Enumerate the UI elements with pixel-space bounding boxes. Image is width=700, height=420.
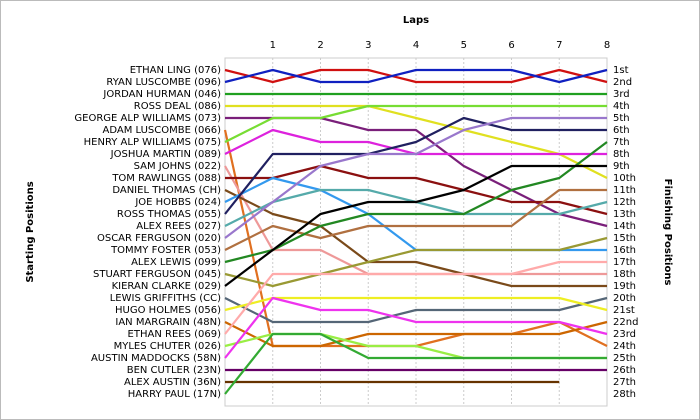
finish-label: 14th — [613, 221, 636, 232]
finish-label: 16th — [613, 245, 636, 256]
finish-label: 22nd — [613, 317, 638, 328]
series-label: HARRY PAUL (17N) — [128, 389, 221, 400]
series-line — [224, 296, 608, 324]
series-label: IAN MARGRAIN (48N) — [115, 317, 221, 328]
series-line — [224, 236, 608, 288]
series-label: LEWIS GRIFFITHS (CC) — [110, 293, 221, 304]
series-label: KIERAN CLARKE (029) — [112, 281, 221, 292]
series-line — [224, 188, 607, 251]
series-label: ETHAN LING (076) — [130, 65, 221, 76]
series-line — [224, 296, 608, 312]
series-label: HUGO HOLMES (056) — [115, 305, 221, 316]
finish-label: 7th — [613, 137, 630, 148]
series-label: HENRY ALP WILLIAMS (075) — [84, 137, 221, 148]
grid — [272, 58, 608, 406]
finish-label: 12th — [613, 197, 636, 208]
series-label: ROSS THOMAS (055) — [117, 209, 221, 220]
finish-label: 10th — [613, 173, 636, 184]
chart-title: Laps — [403, 15, 429, 26]
finish-label: 20th — [613, 293, 636, 304]
finish-label: 11th — [613, 185, 636, 196]
series-line — [224, 332, 607, 395]
series-label: ALEX LEWIS (099) — [131, 257, 221, 268]
series-label: SAM JOHNS (022) — [134, 161, 222, 172]
series-label: TOMMY FOSTER (053) — [110, 245, 221, 256]
finish-label: 19th — [613, 281, 636, 292]
labels: 1 2 3 4 5 6 7 81st2nd3rd4th5th6th7th8th9th10th1… — [74, 40, 638, 400]
finish-label: 8th — [613, 149, 630, 160]
series-label: ROSS DEAL (086) — [134, 101, 221, 112]
x-tick-label: 4 — [413, 40, 419, 51]
finish-label: 3rd — [613, 89, 630, 100]
finish-label: 2nd — [613, 77, 632, 88]
series-label: TOM RAWLINGS (088) — [111, 173, 221, 184]
series-label: ALEX AUSTIN (36N) — [124, 377, 221, 388]
finish-label: 15th — [613, 233, 636, 244]
finish-label: 25th — [613, 353, 636, 364]
x-tick-label: 6 — [508, 40, 514, 51]
series-line — [224, 260, 607, 335]
series-line — [225, 104, 608, 179]
finish-label: 28th — [613, 389, 636, 400]
series-label: JOSHUA MARTIN (089) — [110, 149, 221, 160]
series-label: JOE HOBBS (024) — [134, 197, 221, 208]
finish-label: 18th — [613, 269, 636, 280]
finish-label: 21st — [613, 305, 635, 316]
series-label: BEN CUTLER (23N) — [127, 365, 221, 376]
series-label: ALEX REES (027) — [136, 221, 221, 232]
x-tick-label: 1 — [270, 40, 276, 51]
x-tick-label: 5 — [461, 40, 467, 51]
finish-label: 9th — [613, 161, 630, 172]
series-line — [224, 104, 607, 143]
finish-label: 26th — [613, 365, 636, 376]
y2-axis-title: Finishing Positions — [662, 179, 673, 286]
series-label: DANIEL THOMAS (CH) — [112, 185, 221, 196]
finish-label: 1st — [613, 65, 629, 76]
finish-label: 5th — [613, 113, 630, 124]
series-label: ADAM LUSCOMBE (066) — [103, 125, 222, 136]
y-axis-title: Starting Positions — [25, 181, 36, 282]
series-line — [224, 164, 607, 287]
finish-label: 4th — [613, 101, 630, 112]
finish-label: 24th — [613, 341, 636, 352]
series-label: STUART FERGUSON (045) — [93, 269, 221, 280]
series-line — [224, 68, 608, 84]
series-line — [224, 116, 607, 215]
series-line — [224, 189, 607, 288]
series-label: AUSTIN MADDOCKS (58N) — [91, 353, 221, 364]
lines — [223, 68, 608, 395]
finish-label: 13th — [613, 209, 636, 220]
series-label: ETHAN REES (069) — [128, 329, 222, 340]
finish-label: 17th — [613, 257, 636, 268]
x-tick-label: 8 — [604, 40, 610, 51]
series-label: RYAN LUSCOMBE (096) — [106, 77, 221, 88]
series-line — [224, 116, 607, 239]
x-tick-label: 2 — [317, 40, 323, 51]
series-line — [224, 141, 608, 264]
finish-label: 6th — [613, 125, 630, 136]
series-line — [224, 296, 608, 359]
x-tick-label: 7 — [556, 40, 562, 51]
finish-label: 23rd — [613, 329, 636, 340]
finish-label: 27th — [613, 377, 636, 388]
series-label: OSCAR FERGUSON (020) — [97, 233, 221, 244]
series-label: GEORGE ALP WILLIAMS (073) — [74, 113, 221, 124]
x-tick-label: 3 — [365, 40, 371, 51]
series-label: MYLES CHUTER (026) — [114, 341, 222, 352]
series-label: JORDAN HURMAN (046) — [102, 89, 221, 100]
series-line — [224, 320, 608, 348]
series-line — [224, 68, 608, 84]
